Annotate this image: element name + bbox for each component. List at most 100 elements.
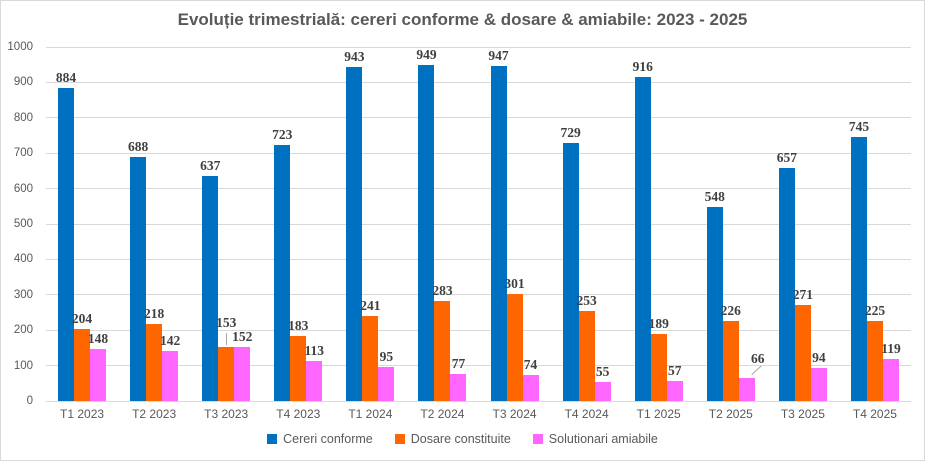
x-axis-label: T3 2024 xyxy=(492,407,537,421)
leader-line xyxy=(226,333,228,345)
bar-solutionari-amiabile xyxy=(306,361,323,401)
bar-dosare-constituite xyxy=(434,301,451,401)
gridline xyxy=(46,117,911,119)
data-label: 253 xyxy=(576,292,597,308)
y-axis-label: 0 xyxy=(26,395,33,407)
legend-label: Solutionari amiabile xyxy=(548,432,658,446)
bar-cereri-conforme xyxy=(130,157,147,401)
bar-dosare-constituite xyxy=(722,321,739,401)
gridline xyxy=(46,46,911,48)
bar-solutionari-amiabile xyxy=(738,378,755,401)
data-label: 142 xyxy=(160,332,181,348)
y-axis-label: 800 xyxy=(13,111,33,124)
gridline xyxy=(46,365,911,367)
data-label: 189 xyxy=(648,315,669,331)
legend-item-cereri-conforme: Cereri conforme xyxy=(267,432,373,446)
bar-solutionari-amiabile xyxy=(90,349,107,401)
bar-cereri-conforme xyxy=(274,145,291,401)
data-label: 55 xyxy=(595,363,610,379)
data-label: 301 xyxy=(504,275,525,291)
data-label: 226 xyxy=(720,302,741,318)
bar-solutionari-amiabile xyxy=(378,367,395,401)
data-label: 204 xyxy=(71,310,93,326)
legend-label: Cereri conforme xyxy=(283,432,373,446)
bar-solutionari-amiabile xyxy=(810,368,827,401)
bar-solutionari-amiabile xyxy=(882,359,899,401)
bar-cereri-conforme xyxy=(418,65,435,401)
gridline xyxy=(46,329,911,331)
data-label: 884 xyxy=(55,69,77,85)
chart-title: Evoluție trimestrială: cereri conforme &… xyxy=(177,10,748,29)
legend: Cereri conforme Dosare constituite Solutio… xyxy=(1,432,924,446)
x-axis-label: T2 2024 xyxy=(420,407,465,421)
data-label: 225 xyxy=(864,302,886,318)
gridline xyxy=(46,188,911,190)
bar-cereri-conforme xyxy=(706,207,723,401)
x-axis-label: T1 2023 xyxy=(60,407,105,421)
x-axis-label: T3 2023 xyxy=(204,407,249,421)
y-axis-label: 300 xyxy=(13,288,33,301)
legend-marker xyxy=(532,434,543,444)
bar-cereri-conforme xyxy=(634,77,651,401)
legend-marker xyxy=(394,434,405,444)
y-axis-label: 200 xyxy=(13,324,33,337)
bar-dosare-constituite xyxy=(290,336,307,401)
data-label: 153 xyxy=(216,314,237,330)
y-axis-label: 400 xyxy=(13,253,33,266)
bar-cereri-conforme xyxy=(346,67,363,401)
data-label: 218 xyxy=(144,305,165,321)
legend-item-solutionari-amiabile: Solutionari amiabile xyxy=(532,432,658,446)
bar-dosare-constituite xyxy=(146,324,163,401)
x-axis-label: T2 2025 xyxy=(708,407,753,421)
bar-dosare-constituite xyxy=(506,294,523,401)
data-label: 729 xyxy=(560,124,581,140)
data-label: 947 xyxy=(488,47,509,63)
bar-dosare-constituite xyxy=(578,311,595,401)
gridline xyxy=(46,400,911,402)
data-label: 57 xyxy=(667,362,682,378)
legend-marker xyxy=(267,434,278,444)
bar-dosare-constituite xyxy=(362,316,379,401)
x-axis: T1 2023 T2 2023 T3 2023 T4 2023 T1 2024 T2 20… xyxy=(46,407,911,423)
y-axis: 0 100 200 300 400 500 600 700 800 900 1000 xyxy=(1,41,39,407)
data-label: 745 xyxy=(848,118,870,134)
bar-dosare-constituite xyxy=(74,329,91,401)
bar-cereri-conforme xyxy=(778,168,795,401)
bar-solutionari-amiabile xyxy=(234,347,251,401)
y-axis-label: 500 xyxy=(13,218,33,230)
x-axis-label: T4 2024 xyxy=(564,407,609,421)
bar-dosare-constituite xyxy=(794,305,811,401)
x-axis-label: T1 2025 xyxy=(636,407,681,421)
data-label: 66 xyxy=(751,350,765,366)
x-axis-label: T2 2023 xyxy=(132,407,177,421)
data-label: 77 xyxy=(451,355,466,371)
x-axis-label: T1 2024 xyxy=(348,407,393,421)
data-label: 74 xyxy=(523,356,538,372)
bar-dosare-constituite xyxy=(866,321,883,401)
data-label: 657 xyxy=(776,149,797,165)
y-axis-label: 700 xyxy=(13,147,33,160)
data-label: 271 xyxy=(792,286,813,302)
y-axis-label: 900 xyxy=(13,76,33,89)
data-label: 283 xyxy=(432,282,453,298)
gridline xyxy=(46,152,911,154)
data-label: 183 xyxy=(288,317,309,333)
x-axis-label: T3 2025 xyxy=(780,407,825,421)
bar-solutionari-amiabile xyxy=(522,375,539,401)
bar-cereri-conforme xyxy=(562,143,579,401)
data-label: 637 xyxy=(200,157,221,173)
data-label: 95 xyxy=(379,348,394,364)
bar-cereri-conforme xyxy=(490,66,507,401)
data-label: 949 xyxy=(416,46,437,62)
y-axis-label: 100 xyxy=(13,359,33,372)
bar-cereri-conforme xyxy=(202,176,219,401)
bar-solutionari-amiabile xyxy=(162,351,179,401)
data-label: 148 xyxy=(87,330,109,346)
data-label: 723 xyxy=(272,126,293,142)
bar-dosare-constituite xyxy=(218,347,235,401)
bar-solutionari-amiabile xyxy=(450,374,467,401)
gridline xyxy=(46,258,911,260)
data-label: 548 xyxy=(704,188,725,204)
legend-label: Dosare constituite xyxy=(410,432,511,446)
